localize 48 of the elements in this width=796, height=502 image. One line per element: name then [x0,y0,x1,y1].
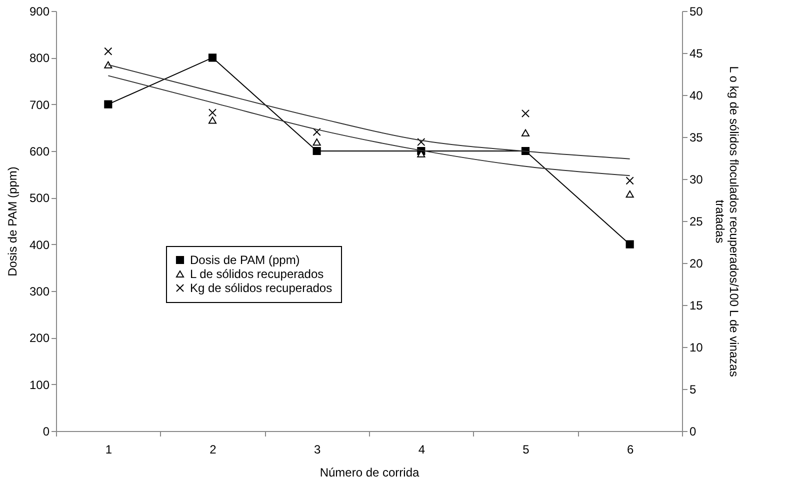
point [521,129,530,136]
legend-label: L de sólidos recuperados [190,267,324,281]
y2-tick-label: 50 [690,4,704,18]
point [626,190,634,198]
y-tick-label: 500 [29,191,50,206]
point [208,116,217,124]
x-tick-label: 2 [210,442,217,456]
y2-axis-title: L o kg de sólidos floculados recuperados/100 L de vinazas tratadas [712,66,741,377]
point [417,138,426,146]
point [208,108,217,117]
line-series [108,75,630,176]
y2-tick-label: 10 [690,340,704,354]
point [312,128,321,136]
point [104,47,112,56]
y2-tick-label: 5 [690,382,696,396]
y-tick-label: 300 [29,284,50,298]
legend-label: Kg de sólidos recuperados [190,281,332,295]
point [312,138,321,146]
y2-tick-label: 30 [690,172,704,186]
y-tick-label: 700 [29,98,50,112]
x-tick-label: 3 [314,442,321,456]
x-tick-label: 6 [626,442,634,456]
y2-tick-label: 20 [690,256,704,270]
y2-tick-label: 35 [690,130,704,144]
y-tick-label: 100 [29,378,50,392]
y-tick-label: 600 [29,144,50,158]
y2-tick-label: 25 [690,214,704,228]
y-tick-label: 0 [42,424,50,438]
point [626,176,634,185]
y2-tick-label: 40 [690,88,704,102]
y-axis-title: Dosis de PAM (ppm) [5,166,20,276]
x-tick-label: 4 [418,442,426,456]
y2-tick-label: 15 [690,298,704,312]
y-tick-label: 400 [29,238,50,252]
point [208,54,217,62]
y2-tick-label: 0 [690,424,696,438]
x-axis-title: Número de corrida [320,466,420,480]
point [104,100,112,108]
point [626,240,634,248]
legend-label: Dosis de PAM (ppm) [190,253,300,267]
y2-tick-label: 45 [690,46,704,60]
y-tick-label: 800 [29,51,50,66]
point [521,109,530,118]
x-tick-label: 5 [522,442,530,456]
y-tick-label: 200 [29,331,50,346]
y-tick-label: 900 [29,4,50,18]
x-tick-label: 1 [105,442,112,456]
point [312,146,321,156]
